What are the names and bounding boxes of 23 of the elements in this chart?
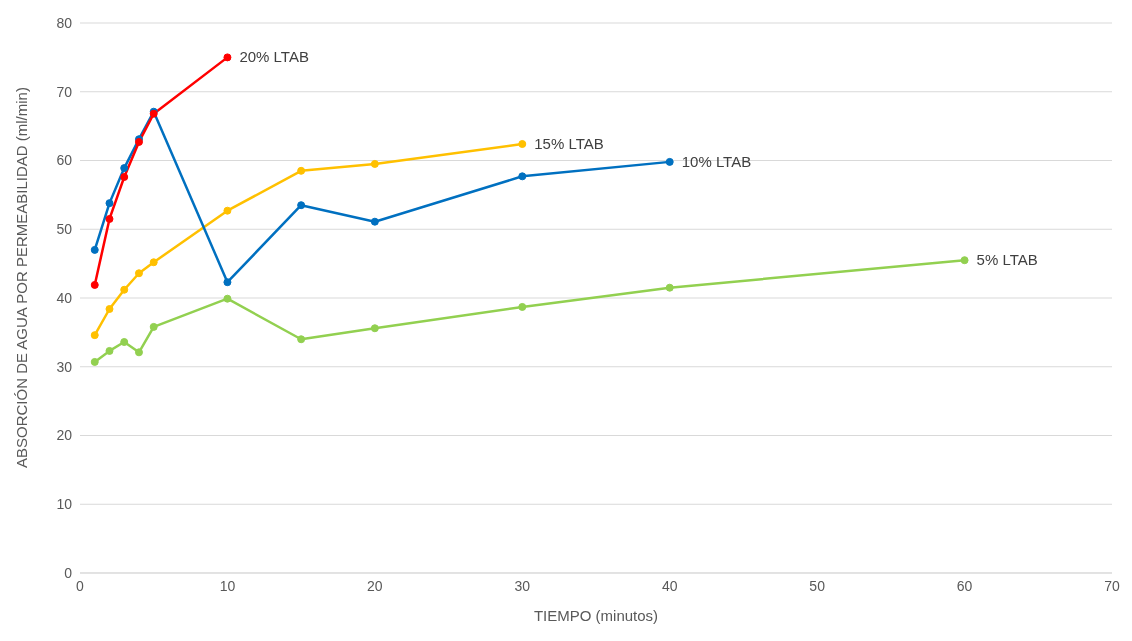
x-tick-label: 60 xyxy=(956,577,973,594)
y-tick-label: 40 xyxy=(56,289,73,306)
series-label: 15% LTAB xyxy=(534,135,604,152)
y-tick-label: 60 xyxy=(56,152,73,169)
x-axis-title: TIEMPO (minutos) xyxy=(533,607,659,624)
series-label: 5% LTAB xyxy=(976,251,1038,269)
x-tick-label: 40 xyxy=(661,577,678,594)
y-tick-label: 0 xyxy=(64,564,73,581)
series-label: 10% LTAB xyxy=(681,152,752,170)
x-tick-label: 30 xyxy=(514,577,531,594)
y-tick-label: 10 xyxy=(56,496,73,513)
y-tick-label: 20 xyxy=(56,427,73,444)
series-label: 20% LTAB xyxy=(239,48,309,66)
x-tick-label: 0 xyxy=(76,577,85,594)
y-tick-label: 70 xyxy=(56,83,73,100)
y-axis-title: ABSORCIÓN DE AGUA POR PERMEABILIDAD (ml/min) xyxy=(13,87,31,468)
y-tick-label: 50 xyxy=(56,221,73,238)
x-tick-label: 50 xyxy=(809,577,826,594)
x-tick-label: 10 xyxy=(219,577,236,594)
x-tick-label: 70 xyxy=(1104,577,1120,594)
y-tick-label: 30 xyxy=(56,358,73,375)
x-tick-label: 20 xyxy=(367,577,383,594)
y-tick-label: 80 xyxy=(56,14,73,31)
